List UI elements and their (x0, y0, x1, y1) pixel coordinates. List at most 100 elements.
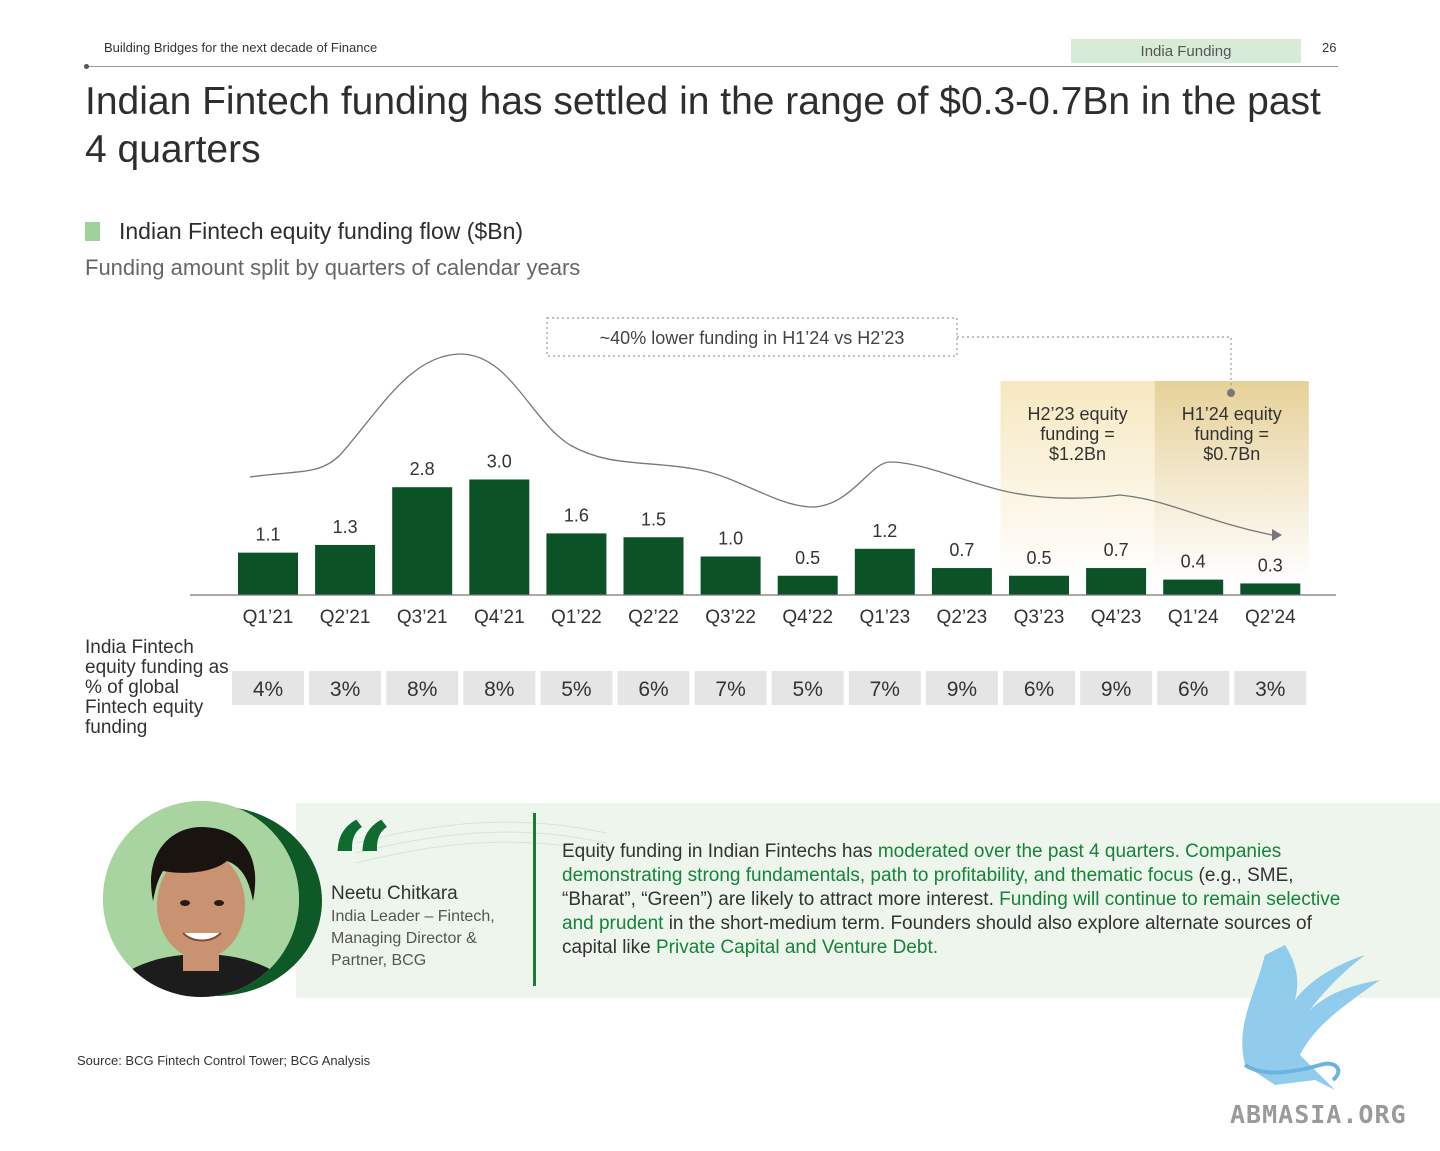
bar (1086, 568, 1147, 595)
share-cell (386, 671, 459, 705)
x-tick-label: Q1’21 (243, 607, 294, 628)
panel-decoration (356, 821, 607, 864)
x-tick-label: Q1’23 (859, 607, 910, 628)
x-tick-label: Q2’21 (320, 607, 371, 628)
bar-value-label: 0.7 (949, 540, 974, 560)
share-value: 9% (947, 678, 977, 701)
quote-segment: (e.g., SME, “Bharat”, “Green”) are likel… (562, 865, 1294, 910)
trend-line (249, 353, 1273, 536)
bar (700, 556, 761, 595)
share-value: 3% (330, 678, 360, 701)
share-value: 7% (870, 678, 900, 701)
header-divider (86, 66, 1338, 67)
annotation-connector-dot (1227, 389, 1235, 397)
share-cell (1157, 671, 1230, 705)
quote-segment: Funding will continue to remain selectiv… (562, 889, 1341, 934)
slide-title: Indian Fintech funding has settled in th… (85, 80, 1321, 171)
person-role: India Leader – Fintech, Managing Directo… (331, 908, 495, 969)
x-tick-label: Q3’23 (1014, 607, 1065, 628)
share-cell (309, 671, 382, 705)
quote-segment: Equity funding in Indian Fintechs has (562, 841, 878, 862)
griffin-logo-icon (1242, 945, 1380, 1090)
bar (854, 548, 915, 595)
share-value: 8% (407, 678, 437, 701)
bar (315, 544, 376, 595)
x-tick-label: Q2’23 (937, 607, 988, 628)
share-value: 4% (253, 678, 283, 701)
bar-value-label: 0.3 (1258, 555, 1283, 575)
quote-mark: “ (330, 798, 394, 927)
share-cell (1003, 671, 1075, 705)
bar-value-label: 0.5 (1026, 548, 1051, 568)
share-cell (463, 671, 536, 705)
bar-value-label: 1.2 (872, 521, 897, 541)
bar (1240, 583, 1301, 595)
bar (546, 533, 607, 595)
portrait-illustration (103, 801, 299, 997)
bar (469, 479, 530, 595)
highlight-label-2-line-1: H1’24 equity (1182, 404, 1282, 424)
bar-value-label: 1.6 (564, 505, 589, 525)
report-title: Building Bridges for the next decade of … (104, 40, 378, 55)
x-tick-label: Q4’21 (474, 607, 525, 628)
bar (392, 487, 453, 595)
bar (238, 552, 298, 595)
annotation-box (546, 317, 958, 357)
x-tick-label: Q3’21 (397, 607, 448, 628)
share-row-label: India Fintech equity funding as % of glo… (85, 637, 229, 738)
highlight-label-1-line-1: H2’23 equity (1028, 404, 1128, 424)
quote-segment: Private Capital and Venture Debt. (656, 937, 939, 958)
share-value: 5% (561, 678, 591, 701)
share-value: 9% (1101, 678, 1131, 701)
bar (931, 568, 992, 595)
share-cell (848, 671, 921, 705)
annotation-text: ~40% lower funding in H1’24 vs H2’23 (600, 328, 905, 348)
bar (623, 537, 684, 595)
highlight-label-2-line-2: funding = (1194, 424, 1269, 444)
share-cell (694, 671, 767, 705)
trend-arrowhead (1272, 529, 1282, 541)
chart-subtitle: Funding amount split by quarters of cale… (85, 255, 581, 280)
share-cell (1234, 671, 1307, 705)
share-cell (771, 671, 844, 705)
x-tick-label: Q4’22 (782, 607, 833, 628)
share-value: 6% (1024, 678, 1054, 701)
highlight-label-1-line-2: funding = (1040, 424, 1115, 444)
quote-divider (533, 813, 536, 986)
page-number: 26 (1322, 40, 1337, 55)
share-cell (540, 671, 613, 705)
x-tick-label: Q3’22 (705, 607, 756, 628)
share-value: 8% (484, 678, 514, 701)
x-tick-label: Q1’22 (551, 607, 602, 628)
bar (1163, 579, 1224, 595)
x-tick-label: Q2’22 (628, 607, 679, 628)
watermark-text: ABMASIA.ORG (1230, 1100, 1407, 1129)
bar-value-label: 1.5 (641, 509, 666, 529)
quote-segment: in the short-medium term. Founders shoul… (562, 913, 1312, 958)
annotation-connector (957, 336, 1232, 390)
share-cell (1080, 671, 1153, 705)
bar-value-label: 3.0 (487, 452, 512, 472)
bar-value-label: 1.0 (718, 529, 743, 549)
share-value: 7% (715, 678, 745, 701)
header-divider-dot (84, 64, 89, 69)
chart-title-marker (85, 222, 100, 241)
bar (777, 575, 838, 595)
bar-value-label: 0.4 (1181, 552, 1206, 572)
quote-segment: moderated over the past 4 quarters. Comp… (562, 841, 1282, 886)
share-cell (617, 671, 690, 705)
avatar (103, 801, 299, 997)
chart-title: Indian Fintech equity funding flow ($Bn) (119, 218, 524, 244)
x-tick-label: Q1’24 (1168, 607, 1219, 628)
quote-panel (296, 803, 1440, 998)
share-value: 6% (1178, 678, 1208, 701)
bar-value-label: 1.3 (333, 517, 358, 537)
bar-value-label: 1.1 (255, 525, 280, 545)
bar-value-label: 2.8 (410, 459, 435, 479)
section-tag: India Funding (1071, 39, 1301, 63)
highlight-label-2-line-3: $0.7Bn (1203, 444, 1260, 464)
bar-value-label: 0.5 (795, 548, 820, 568)
share-value: 3% (1255, 678, 1285, 701)
quote-text: Equity funding in Indian Fintechs has mo… (562, 840, 1352, 960)
